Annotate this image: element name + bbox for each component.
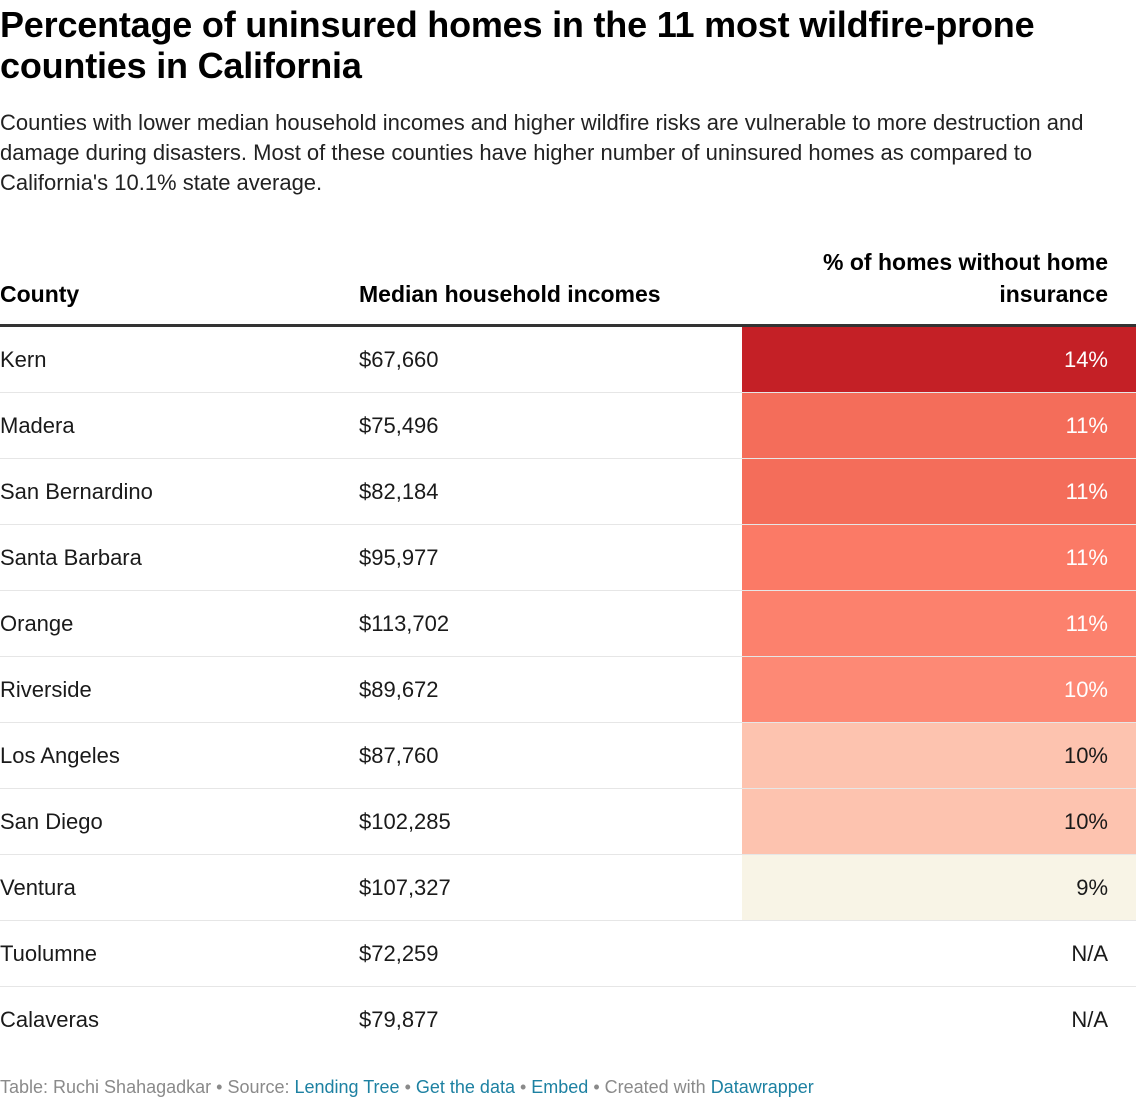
county-cell: Orange [0, 611, 74, 636]
uninsured-pct-cell: 11% [742, 525, 1136, 590]
column-header-income[interactable]: Median household incomes [359, 281, 661, 307]
table-row: Ventura $107,327 9% [0, 855, 1136, 921]
income-cell: $113,702 [359, 611, 450, 636]
uninsured-pct-cell: 9% [742, 855, 1136, 920]
uninsured-pct-cell: 10% [742, 789, 1136, 854]
uninsured-pct-cell: 14% [742, 327, 1136, 392]
county-cell: Tuolumne [0, 941, 98, 966]
table-row: Orange $113,702 11% [0, 591, 1136, 657]
income-cell: $75,496 [359, 413, 439, 438]
table-header: County Median household incomes % of hom… [0, 238, 1136, 327]
table-row: Tuolumne $72,259 N/A [0, 921, 1136, 987]
chart-title: Percentage of uninsured homes in the 11 … [0, 4, 1035, 86]
income-cell: $102,285 [359, 809, 451, 834]
county-cell: Riverside [0, 677, 92, 702]
uninsured-pct-cell: 11% [742, 393, 1136, 458]
footer-separator: • [399, 1077, 416, 1097]
table-row: Madera $75,496 11% [0, 393, 1136, 459]
table-row: Santa Barbara $95,977 11% [0, 525, 1136, 591]
table-row: Riverside $89,672 10% [0, 657, 1136, 723]
income-cell: $87,760 [359, 743, 439, 768]
footer-separator: • [514, 1077, 532, 1097]
chart-footer: Table: Ruchi Shahagadkar • Source: Lendi… [0, 1074, 814, 1100]
table-row: Calaveras $79,877 N/A [0, 987, 1136, 1052]
footer-credit: Table: Ruchi Shahagadkar • Source: [0, 1077, 295, 1097]
income-cell: $107,327 [359, 875, 451, 900]
income-cell: $82,184 [359, 479, 439, 504]
uninsured-pct-cell: 10% [742, 723, 1136, 788]
county-cell: Madera [0, 413, 75, 438]
income-cell: $95,977 [359, 545, 439, 570]
data-table: County Median household incomes % of hom… [0, 238, 1136, 1052]
table-body: Kern $67,660 14% Madera $75,496 11% San Bernar… [0, 327, 1136, 1052]
county-cell: San Bernardino [0, 479, 153, 504]
county-cell: Calaveras [0, 1007, 100, 1032]
income-cell: $79,877 [359, 1007, 439, 1032]
table-row: San Bernardino $82,184 11% [0, 459, 1136, 525]
income-cell: $89,672 [359, 677, 439, 702]
county-cell: Los Angeles [0, 743, 120, 768]
income-cell: $67,660 [359, 347, 439, 372]
uninsured-pct-cell: N/A [742, 921, 1136, 986]
column-header-county[interactable]: County [0, 281, 80, 307]
table-row: Kern $67,660 14% [0, 327, 1136, 393]
uninsured-pct-cell: N/A [742, 987, 1136, 1052]
table-row: San Diego $102,285 10% [0, 789, 1136, 855]
chart-subtitle: Counties with lower median household inc… [0, 110, 1084, 195]
embed-link[interactable]: Embed [531, 1077, 589, 1097]
footer-created-with: • Created with [588, 1077, 711, 1097]
uninsured-pct-cell: 11% [742, 591, 1136, 656]
table-row: Los Angeles $87,760 10% [0, 723, 1136, 789]
get-data-link[interactable]: Get the data [415, 1077, 515, 1097]
county-cell: San Diego [0, 809, 103, 834]
county-cell: Santa Barbara [0, 545, 142, 570]
uninsured-pct-cell: 11% [742, 459, 1136, 524]
datawrapper-link[interactable]: Datawrapper [710, 1077, 814, 1097]
county-cell: Kern [0, 347, 47, 372]
source-link[interactable]: Lending Tree [294, 1077, 400, 1097]
income-cell: $72,259 [359, 941, 439, 966]
county-cell: Ventura [0, 875, 76, 900]
column-header-uninsured-pct[interactable]: % of homes without home insurance [823, 249, 1108, 307]
uninsured-pct-cell: 10% [742, 657, 1136, 722]
